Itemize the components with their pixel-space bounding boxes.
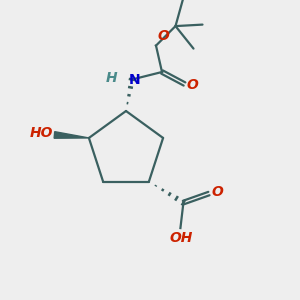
Text: O: O [187,78,199,92]
Text: O: O [157,29,169,43]
Text: OH: OH [169,231,193,245]
Text: O: O [211,185,223,199]
Text: H: H [106,71,118,85]
Text: N: N [128,73,140,86]
Text: HO: HO [29,126,53,140]
Polygon shape [54,132,89,138]
